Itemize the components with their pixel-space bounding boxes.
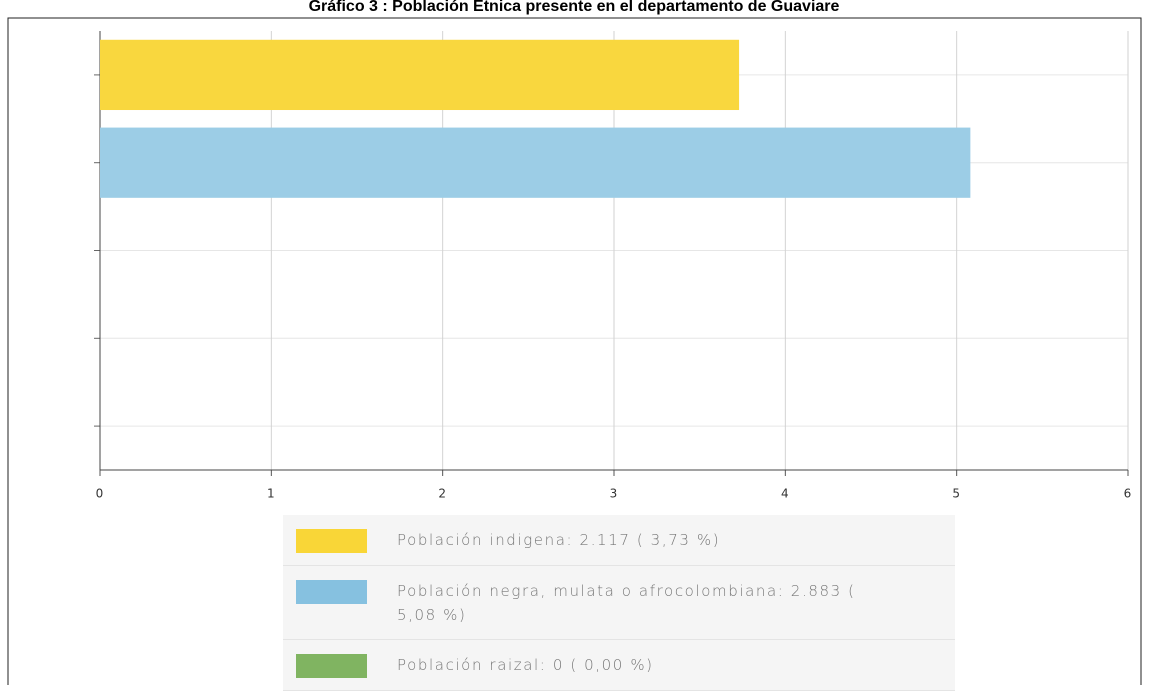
legend: Población indigena: 2.117 ( 3,73 %) Pobla… — [283, 515, 955, 691]
x-tick-label: 5 — [952, 487, 961, 501]
legend-label: Población indigena: 2.117 ( 3,73 %) — [397, 531, 721, 549]
x-tick-label: 3 — [610, 487, 619, 501]
chart-title: Gráfico 3 : Población Étnica presente en… — [309, 0, 840, 15]
x-tick-label: 6 — [1124, 487, 1133, 501]
x-tick-label: 1 — [267, 487, 276, 501]
legend-swatch — [296, 529, 367, 553]
x-tick-label: 0 — [96, 487, 105, 501]
legend-swatch — [296, 654, 367, 678]
legend-label: Población raizal: 0 ( 0,00 %) — [397, 656, 654, 674]
x-tick-label: 2 — [438, 487, 447, 501]
x-tick-label: 4 — [781, 487, 790, 501]
bar — [100, 39, 740, 111]
legend-label: Población negra, mulata o afrocolombiana… — [397, 582, 856, 624]
legend-item: Población indigena: 2.117 ( 3,73 %) — [283, 515, 955, 566]
bar — [100, 127, 971, 198]
legend-item: Población raizal: 0 ( 0,00 %) — [283, 640, 955, 691]
frame — [7, 17, 1142, 685]
legend-item: Población negra, mulata o afrocolombiana… — [283, 566, 955, 640]
legend-swatch — [296, 580, 367, 604]
